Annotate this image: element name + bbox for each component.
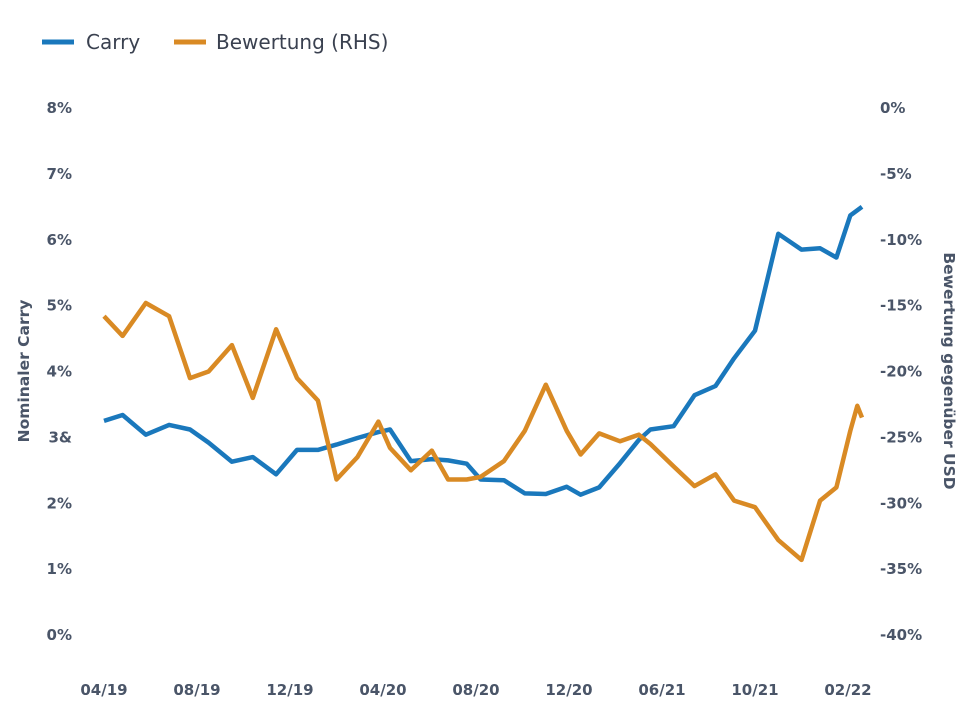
legend-label-carry: Carry xyxy=(86,30,140,54)
y2-tick-label: -10% xyxy=(880,231,922,249)
x-tick-label: 06/21 xyxy=(638,681,685,699)
x-tick-label: 04/20 xyxy=(359,681,406,699)
y2-tick-label: -15% xyxy=(880,297,922,315)
x-tick-label: 04/19 xyxy=(80,681,127,699)
y-tick-label: 3& xyxy=(48,428,72,446)
y2-tick-label: -5% xyxy=(880,165,912,183)
legend: Carry Bewertung (RHS) xyxy=(42,30,388,54)
y-axis-title: Nominaler Carry xyxy=(15,300,33,443)
x-tick-label: 08/19 xyxy=(173,681,220,699)
series-line-bewertung-rhs xyxy=(102,300,865,563)
y-tick-label: 1% xyxy=(47,560,72,578)
legend-label-bewertung: Bewertung (RHS) xyxy=(216,30,388,54)
y-axis-left: 0% 1% 2% 3&4% 5% 6% 7% 8% xyxy=(47,99,72,644)
x-tick-label: 12/20 xyxy=(545,681,592,699)
y-tick-label: 0% xyxy=(47,626,72,644)
y2-tick-label: -25% xyxy=(880,428,922,446)
y2-tick-label: 0% xyxy=(880,99,905,117)
y2-tick-label: -20% xyxy=(880,363,922,381)
y-tick-label: 4% xyxy=(47,363,72,381)
y-tick-label: 6% xyxy=(47,231,72,249)
x-axis: 04/19 08/19 12/19 04/20 08/20 12/20 06/21 10/21… xyxy=(80,681,871,699)
x-tick-label: 12/19 xyxy=(266,681,313,699)
x-tick-label: 10/21 xyxy=(731,681,778,699)
y-axis-right: -40% -35% -30% -25% -20% -15% -10% -5% 0% xyxy=(880,99,922,644)
y2-axis-title: Bewertung gegenüber USD xyxy=(940,252,958,489)
x-tick-label: 02/22 xyxy=(824,681,871,699)
x-tick-label: 08/20 xyxy=(452,681,499,699)
series-group xyxy=(102,204,865,563)
y2-tick-label: -35% xyxy=(880,560,922,578)
y2-tick-label: -30% xyxy=(880,494,922,512)
y-tick-label: 5% xyxy=(47,297,72,315)
y-tick-label: 7% xyxy=(47,165,72,183)
y-tick-label: 8% xyxy=(47,99,72,117)
y2-tick-label: -40% xyxy=(880,626,922,644)
series-line-carry xyxy=(103,204,864,497)
y-tick-label: 2% xyxy=(47,494,72,512)
